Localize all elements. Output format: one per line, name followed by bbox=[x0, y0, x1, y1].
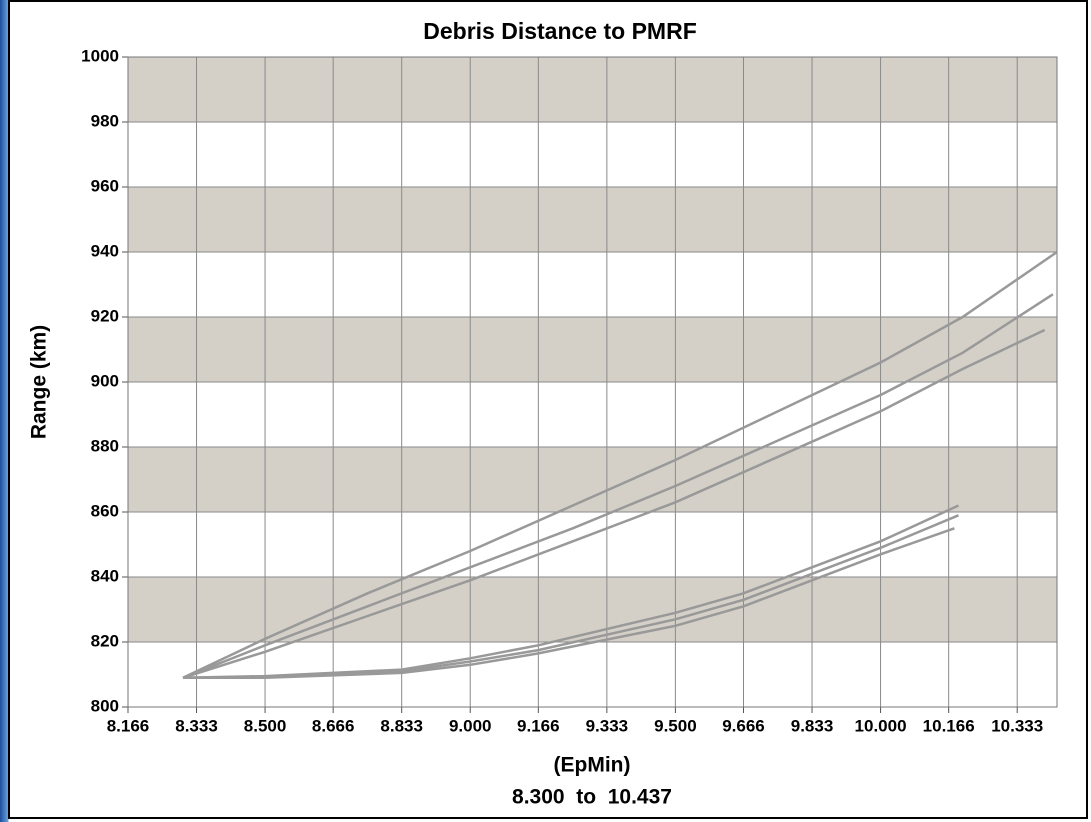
x-tick-label: 9.166 bbox=[517, 716, 560, 735]
y-tick-label: 860 bbox=[91, 501, 119, 520]
series-line bbox=[182, 293, 1054, 679]
x-tick-label: 9.500 bbox=[654, 716, 697, 735]
y-axis-label: Range (km) bbox=[28, 325, 51, 439]
x-tick-label: 8.333 bbox=[175, 716, 218, 735]
y-tick-label: 940 bbox=[91, 241, 119, 260]
band bbox=[128, 317, 1057, 382]
series-line bbox=[183, 527, 955, 680]
x-tick-label: 10.166 bbox=[923, 716, 975, 735]
y-tick-label: 800 bbox=[91, 696, 119, 715]
y-tick-label: 880 bbox=[91, 436, 119, 455]
band bbox=[128, 57, 1057, 122]
band bbox=[128, 187, 1057, 252]
y-tick-label: 820 bbox=[91, 631, 119, 650]
plot-frame bbox=[127, 56, 1058, 708]
y-tick-label: 980 bbox=[91, 111, 119, 130]
x-tick-label: 9.000 bbox=[449, 716, 492, 735]
series-line bbox=[182, 328, 1046, 679]
x-tick-label: 10.333 bbox=[991, 716, 1043, 735]
y-tick-label: 960 bbox=[91, 176, 119, 195]
series-line bbox=[182, 514, 959, 680]
y-tick-label: 840 bbox=[91, 566, 119, 585]
chart-title: Debris Distance to PMRF bbox=[423, 18, 697, 44]
y-tick-label: 1000 bbox=[81, 46, 119, 65]
y-tick-label: 900 bbox=[91, 371, 119, 390]
x-tick-label: 9.833 bbox=[791, 716, 834, 735]
series-line bbox=[182, 250, 1058, 679]
x-tick-label: 8.666 bbox=[312, 716, 355, 735]
band bbox=[128, 447, 1057, 512]
x-tick-label: 9.666 bbox=[722, 716, 765, 735]
y-tick-label: 920 bbox=[91, 306, 119, 325]
x-axis-label: (EpMin) bbox=[554, 754, 631, 777]
x-tick-label: 8.166 bbox=[107, 716, 150, 735]
x-tick-label: 8.833 bbox=[380, 716, 423, 735]
x-tick-label: 8.500 bbox=[244, 716, 287, 735]
x-tick-label: 10.000 bbox=[855, 716, 907, 735]
x-tick-label: 9.333 bbox=[586, 716, 629, 735]
panel bbox=[8, 0, 1088, 819]
x-range-label: 8.300 to 10.437 bbox=[512, 786, 672, 809]
